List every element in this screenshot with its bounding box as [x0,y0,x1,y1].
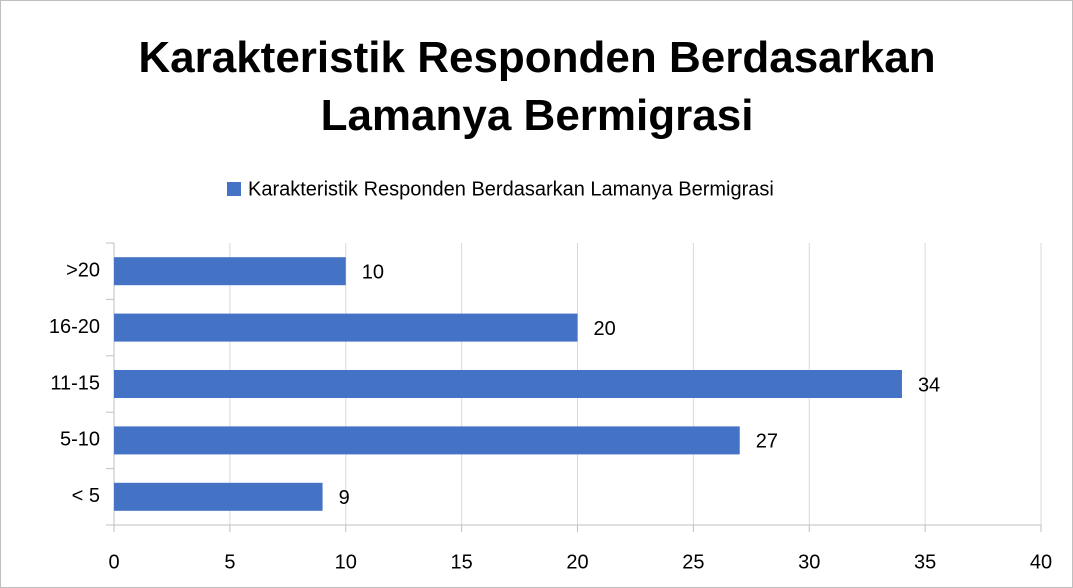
x-tick-label: 40 [1030,551,1052,573]
legend-label: Karakteristik Responden Berdasarkan Lama… [248,178,774,200]
bar [114,370,902,398]
data-label: 27 [756,431,778,453]
x-tick-label: 25 [682,551,704,573]
x-tick-label: 30 [798,551,820,573]
bar [114,482,323,511]
data-label: 9 [339,487,350,509]
bar [114,426,740,455]
y-tick-label: < 5 [72,485,100,507]
bar [114,313,578,342]
chart-title: Karakteristik Responden Berdasarkan Lama… [138,33,936,140]
x-tick-label: 35 [914,551,936,573]
x-tick-label: 20 [566,551,588,573]
x-tick-label: 0 [108,551,119,573]
y-tick-label: 16-20 [49,316,100,338]
y-tick-label: 11-15 [50,372,100,394]
data-label: 34 [918,374,940,396]
data-label: 10 [362,261,384,283]
x-tick-label: 10 [335,551,357,573]
bar [114,257,346,286]
data-label: 20 [594,318,616,340]
x-tick-label: 15 [451,551,473,573]
y-tick-label: >20 [66,259,100,281]
y-tick-label: 5-10 [60,429,100,451]
x-tick-label: 5 [224,551,235,573]
legend-swatch [227,182,241,196]
